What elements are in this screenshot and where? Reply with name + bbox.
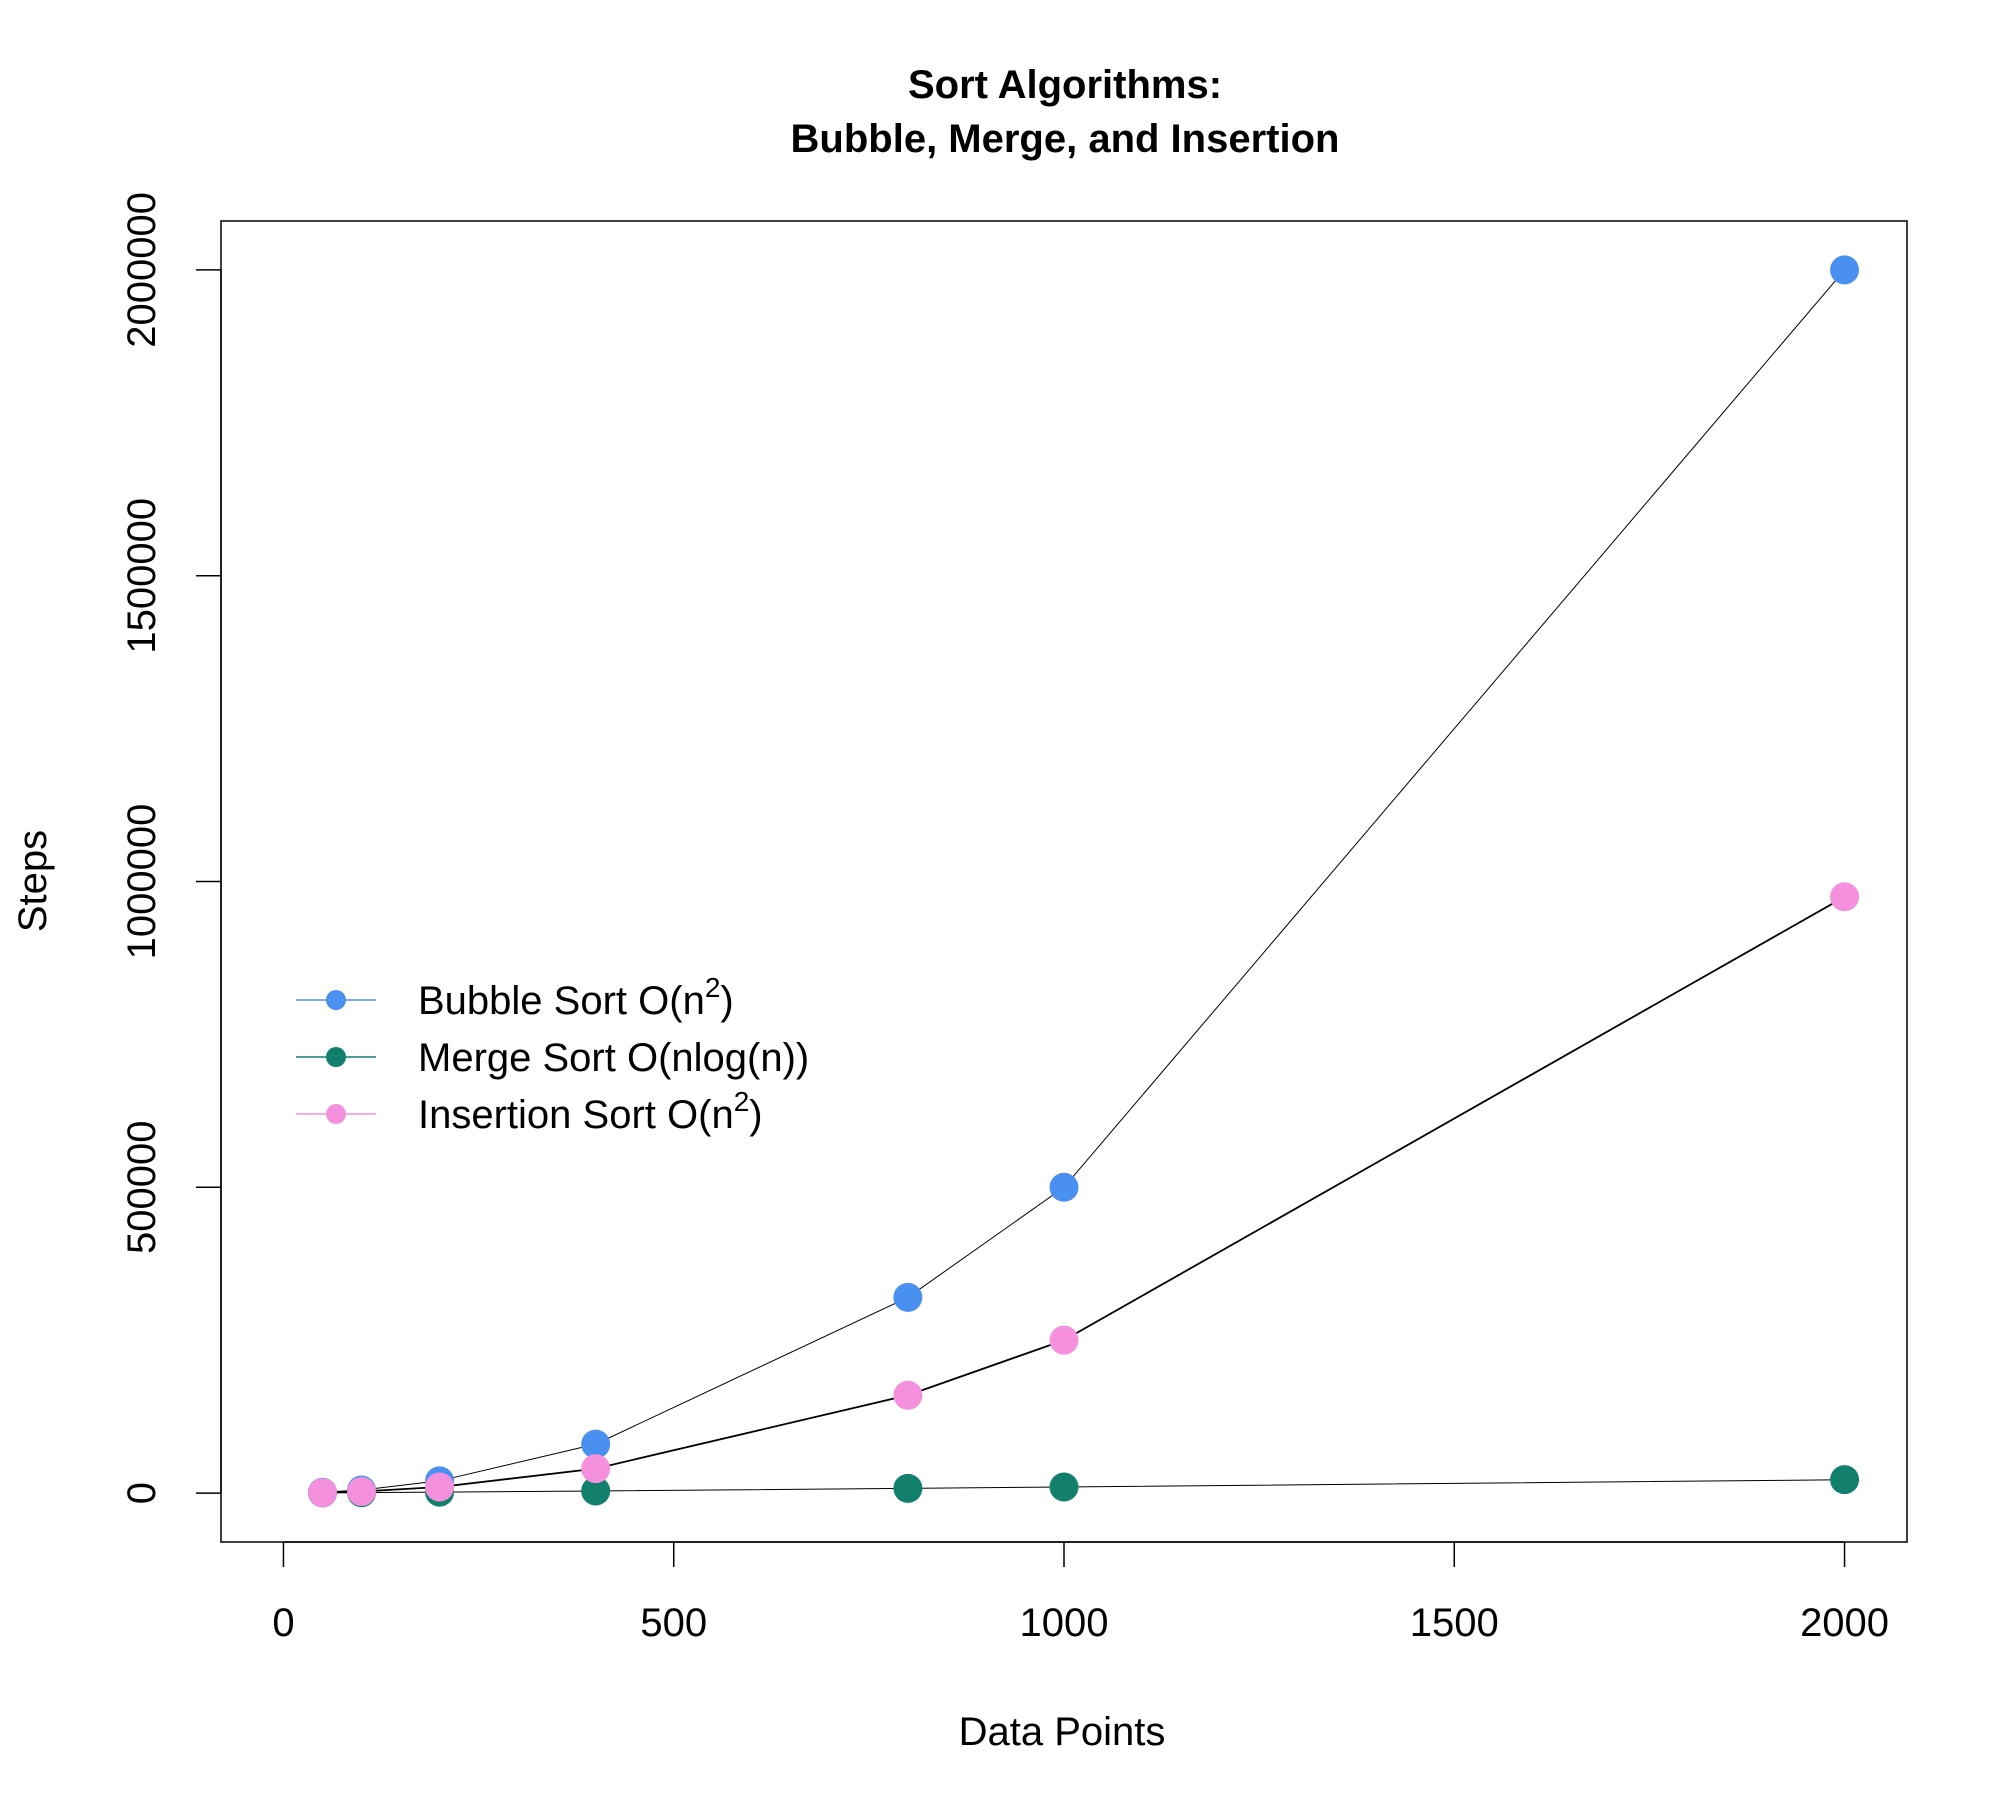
data-point xyxy=(581,1429,611,1459)
x-tick-label: 2000 xyxy=(1800,1601,1889,1645)
data-point xyxy=(307,1478,337,1508)
legend-label-end: ) xyxy=(720,979,733,1023)
x-tick-label: 500 xyxy=(640,1601,707,1645)
data-point xyxy=(1830,255,1860,285)
legend-item: Merge Sort O(nlog(n)) xyxy=(296,1036,809,1080)
y-axis-label: Steps xyxy=(11,830,55,932)
data-point xyxy=(425,1472,455,1502)
data-point xyxy=(893,1282,923,1312)
data-point xyxy=(1830,1465,1860,1495)
series-3 xyxy=(307,882,1860,1508)
legend-label-end: ) xyxy=(749,1093,762,1137)
series-line xyxy=(322,269,1845,1493)
legend: Bubble Sort O(n2)Merge Sort O(nlog(n))In… xyxy=(296,972,809,1137)
legend-label: Insertion Sort O(n2) xyxy=(418,1086,763,1137)
series-layer xyxy=(307,255,1860,1508)
x-tick-label: 1000 xyxy=(1020,1601,1109,1645)
series-line xyxy=(322,1479,1845,1494)
data-point xyxy=(1830,882,1860,912)
chart-title-line-1: Sort Algorithms: xyxy=(908,63,1222,107)
legend-item: Insertion Sort O(n2) xyxy=(296,1086,763,1137)
y-tick-label: 500000 xyxy=(120,1121,164,1254)
legend-label-main: Merge Sort O(nlog(n)) xyxy=(418,1036,809,1080)
x-axis: 0 500 1000 1500 2000 xyxy=(272,1541,1889,1645)
legend-marker-swatch xyxy=(326,990,346,1010)
data-point xyxy=(893,1473,923,1503)
data-point xyxy=(1049,1325,1079,1355)
data-point xyxy=(581,1476,611,1506)
x-axis-label: Data Points xyxy=(959,1710,1166,1754)
y-tick-label: 0 xyxy=(120,1482,164,1504)
y-tick-label: 1500000 xyxy=(120,498,164,654)
x-tick-label: 0 xyxy=(272,1601,294,1645)
legend-label-superscript: 2 xyxy=(705,972,721,1003)
chart-title-line-2: Bubble, Merge, and Insertion xyxy=(791,117,1340,161)
legend-label-main: Bubble Sort O(n xyxy=(418,979,705,1023)
y-tick-label: 1000000 xyxy=(120,804,164,960)
legend-marker-swatch xyxy=(326,1047,346,1067)
y-axis: 0 500000 1000000 1500000 2000000 xyxy=(120,192,222,1504)
data-point xyxy=(581,1454,611,1484)
data-point xyxy=(1049,1172,1079,1202)
legend-marker-swatch xyxy=(326,1104,346,1124)
data-point xyxy=(347,1477,376,1507)
legend-label: Merge Sort O(nlog(n)) xyxy=(418,1036,809,1080)
series-2 xyxy=(307,1465,1860,1508)
series-1 xyxy=(307,255,1860,1507)
x-tick-label: 1500 xyxy=(1410,1601,1499,1645)
legend-label-main: Insertion Sort O(n xyxy=(418,1093,734,1137)
data-point xyxy=(1049,1472,1079,1502)
legend-label-superscript: 2 xyxy=(734,1086,750,1117)
legend-label: Bubble Sort O(n2) xyxy=(418,972,734,1023)
legend-item: Bubble Sort O(n2) xyxy=(296,972,734,1023)
data-point xyxy=(893,1380,923,1410)
y-tick-label: 2000000 xyxy=(120,192,164,348)
